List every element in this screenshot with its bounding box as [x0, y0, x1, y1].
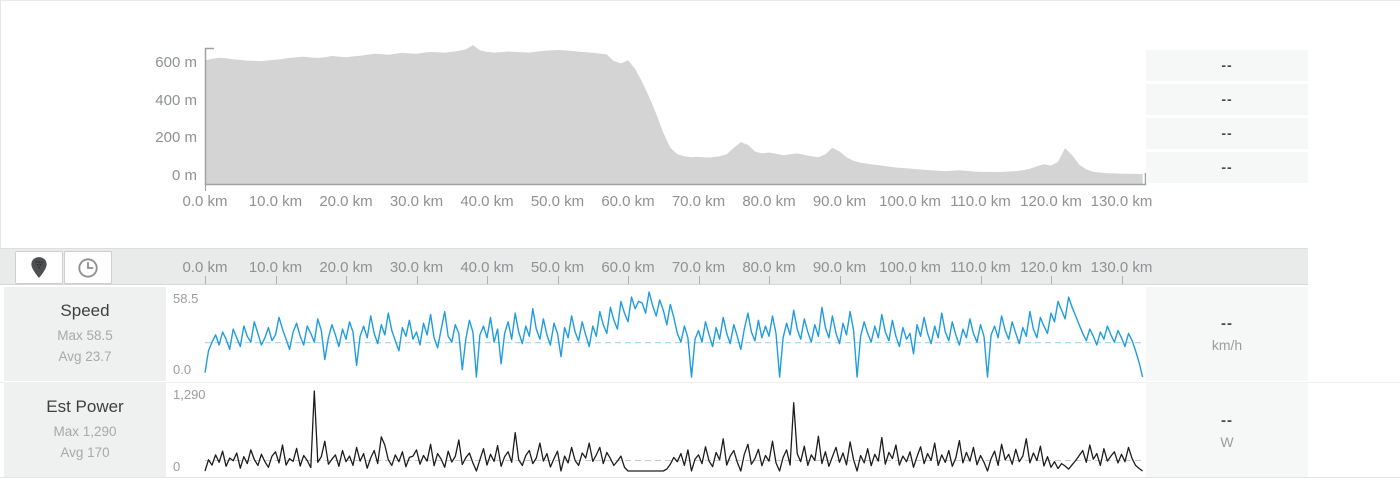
- hover-stat-box: --: [1146, 50, 1308, 81]
- speed-current-value: --: [1221, 315, 1233, 332]
- est-power-chart-area[interactable]: 1,290 0: [166, 383, 1146, 478]
- distance-tick-mark: [1051, 276, 1052, 284]
- est-power-title: Est Power: [46, 397, 124, 417]
- map-pin-icon: [31, 257, 47, 278]
- elevation-chart[interactable]: [0, 0, 1400, 248]
- speed-max-label: Max 58.5: [57, 327, 113, 343]
- distance-tick-label: 80.0 km: [742, 259, 796, 276]
- elevation-tick-label: 200 m: [155, 129, 197, 147]
- distance-tick-label: 90.0 km: [812, 259, 867, 276]
- distance-tick-label: 110.0 km: [950, 259, 1011, 276]
- distance-tick-mark: [910, 276, 911, 284]
- distance-tick-mark: [487, 276, 488, 284]
- est-power-row-label: Est Power Max 1,290 Avg 170: [4, 383, 166, 478]
- elevation-tick-label: 600 m: [155, 54, 197, 71]
- distance-tick-mark: [416, 276, 418, 284]
- est-power-y-max: 1,290: [173, 387, 206, 402]
- distance-tick-mark: [980, 276, 982, 284]
- distance-tick-label: 40.0 km: [460, 259, 514, 276]
- distance-tick-label: 70.0 km: [671, 259, 726, 276]
- distance-tick-label: 50.0 km: [530, 193, 585, 210]
- distance-tick-label: 80.0 km: [742, 193, 796, 210]
- speed-stat-box: -- km/h: [1146, 287, 1308, 381]
- distance-tick-label: 20.0 km: [319, 193, 373, 210]
- distance-tick-label: 120.0 km: [1020, 259, 1082, 276]
- distance-tick-label: 40.0 km: [460, 193, 514, 210]
- distance-tick-label: 60.0 km: [601, 259, 655, 276]
- distance-tick-label: 30.0 km: [389, 193, 444, 210]
- speed-chart-area[interactable]: 58.5 0.0: [166, 287, 1146, 381]
- distance-tick-mark: [275, 276, 277, 284]
- speed-unit: km/h: [1211, 337, 1243, 353]
- top-border: [0, 0, 1400, 1]
- speed-title: Speed: [60, 300, 110, 320]
- distance-tick-label: 0.0 km: [182, 259, 228, 276]
- speed-avg-label: Avg 23.7: [58, 348, 112, 364]
- distance-tick-mark: [769, 276, 770, 284]
- speed-row: Speed Max 58.5 Avg 23.7 58.5 0.0 -- km/h: [0, 287, 1400, 381]
- clock-icon: [78, 257, 98, 278]
- est-power-y-min: 0: [173, 459, 181, 474]
- elevation-tick-label: 400 m: [155, 91, 197, 109]
- distance-tick-label: 100.0 km: [879, 193, 941, 210]
- distance-tick-label: 110.0 km: [950, 193, 1011, 210]
- speed-y-max: 58.5: [173, 291, 199, 306]
- left-border: [0, 0, 1, 248]
- distance-tick-label: 20.0 km: [319, 259, 373, 276]
- est-power-row: Est Power Max 1,290 Avg 170 1,290 0 -- W: [0, 382, 1400, 478]
- speed-chart[interactable]: [166, 287, 1146, 381]
- distance-tick-mark: [628, 276, 629, 284]
- est-power-current-value: --: [1221, 411, 1233, 429]
- est-power-chart[interactable]: [166, 383, 1146, 478]
- hover-stat-box: --: [1146, 84, 1308, 115]
- distance-tick-mark: [557, 276, 559, 284]
- distance-tick-label: 100.0 km: [879, 259, 941, 276]
- distance-tick-label: 10.0 km: [248, 259, 303, 276]
- distance-tick-label: 90.0 km: [812, 193, 867, 210]
- est-power-stat-box: -- W: [1146, 383, 1308, 478]
- hover-stat-box: --: [1146, 118, 1308, 149]
- distance-tick-label: 130.0 km: [1090, 259, 1153, 276]
- distance-tick-label: 10.0 km: [248, 193, 303, 210]
- distance-tick-label: 120.0 km: [1020, 193, 1082, 210]
- time-toggle-button[interactable]: [64, 251, 112, 284]
- est-power-unit: W: [1220, 433, 1234, 450]
- distance-tick-mark: [1121, 276, 1123, 284]
- bottom-divider: [0, 477, 1400, 478]
- distance-tick-mark: [346, 276, 347, 284]
- distance-tick-mark: [205, 276, 206, 284]
- est-power-avg-label: Avg 170: [60, 445, 110, 460]
- elevation-tick-label: 0 m: [171, 167, 197, 184]
- distance-tick-label: 30.0 km: [389, 259, 444, 276]
- speed-y-min: 0.0: [173, 362, 192, 377]
- map-pin-toggle-button[interactable]: [15, 251, 63, 284]
- est-power-max-label: Max 1,290: [53, 424, 117, 440]
- speed-row-label: Speed Max 58.5 Avg 23.7: [4, 287, 166, 381]
- elevation-area: [205, 45, 1143, 185]
- distance-tick-label: 0.0 km: [182, 193, 228, 210]
- distance-tick-mark: [698, 276, 700, 284]
- distance-axis-strip: 0.0 km 10.0 km 20.0 km 30.0 km 40.0 km 50.0 k…: [0, 248, 1308, 285]
- hover-stat-box: --: [1146, 152, 1308, 183]
- distance-tick-label: 50.0 km: [530, 259, 585, 276]
- distance-tick-mark: [839, 276, 841, 284]
- distance-tick-label: 130.0 km: [1090, 193, 1153, 210]
- distance-tick-label: 70.0 km: [671, 193, 726, 210]
- distance-tick-label: 60.0 km: [601, 193, 655, 210]
